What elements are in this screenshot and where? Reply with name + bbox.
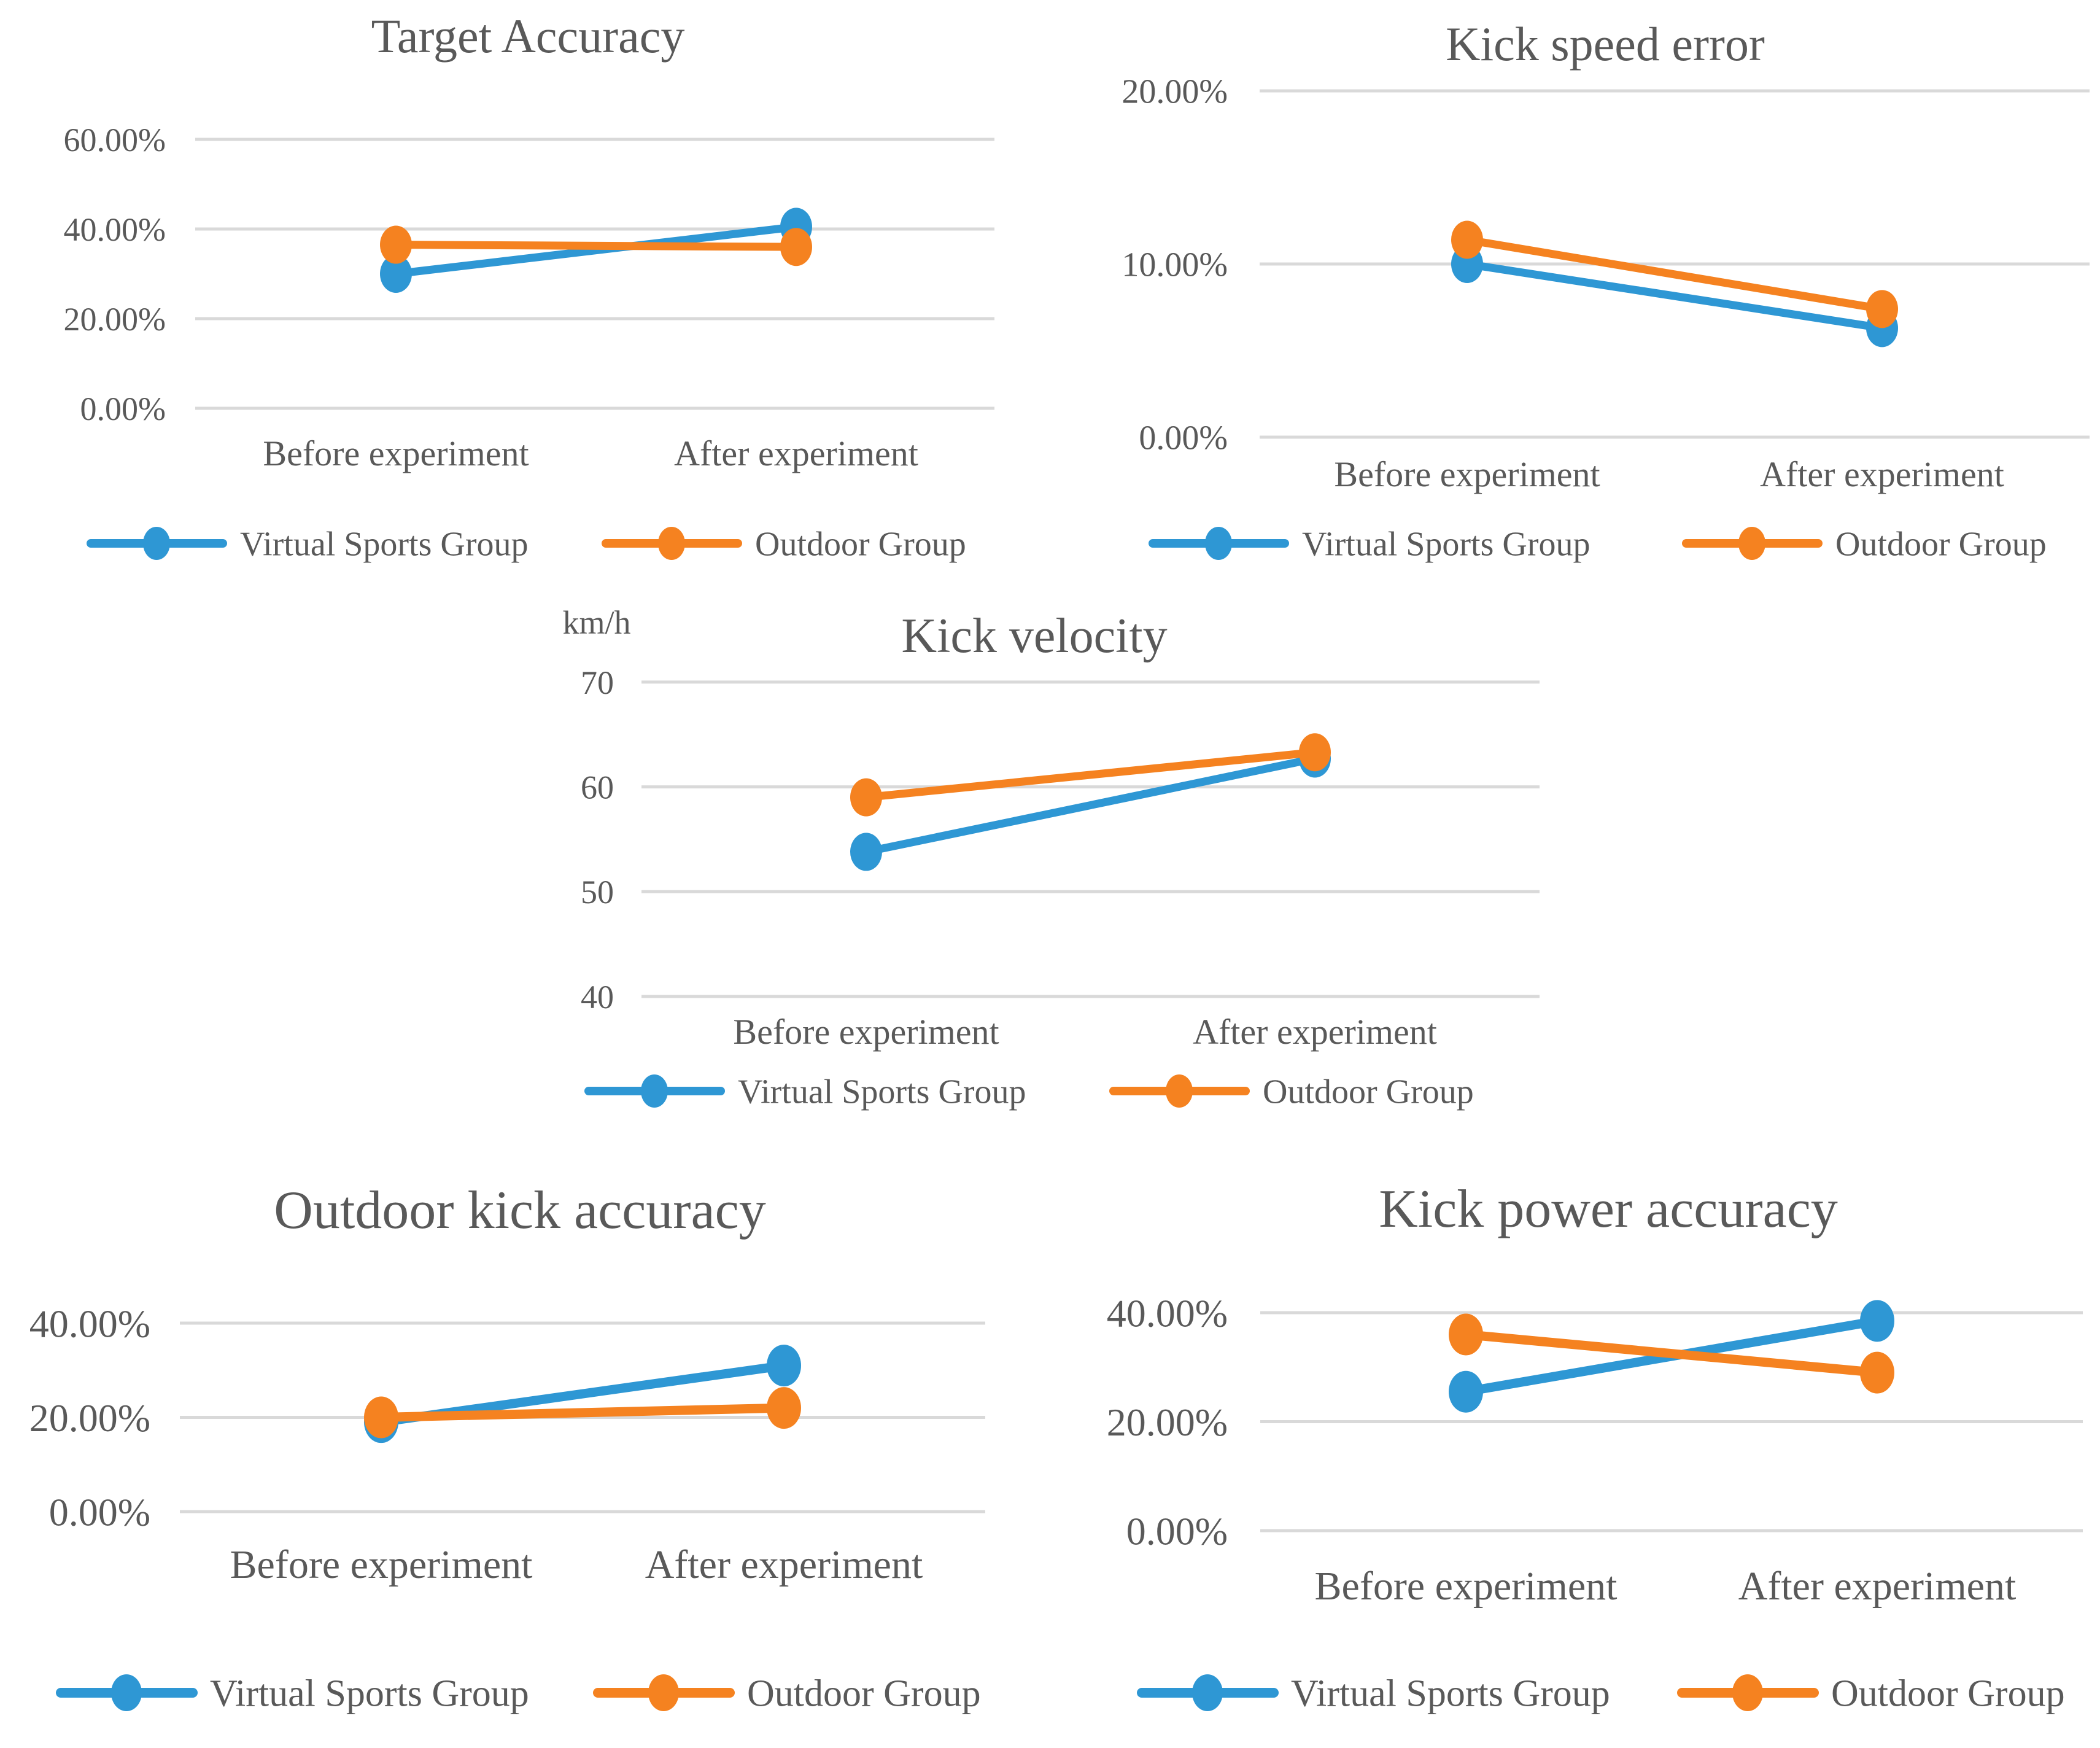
legend-marker-outdoor-group (1166, 1074, 1193, 1108)
legend-marker-outdoor-group (648, 1674, 679, 1711)
data-point-outdoor-group-before-experiment (1451, 220, 1483, 259)
data-point-outdoor-group-after-experiment (1299, 733, 1331, 772)
y-axis-tick-label: 20.00% (29, 1396, 150, 1440)
legend-marker-outdoor-group (1732, 1674, 1763, 1711)
x-axis-category-label: After experiment (1738, 1564, 2017, 1609)
y-axis-tick-label: 60 (581, 769, 614, 806)
series-line-outdoor-group (392, 241, 800, 251)
chart-kick-power-accuracy: Kick power accuracy 0.00% 20.00% 40.00% Bef… (1107, 1179, 2083, 1715)
series-line-virtual-sports-group (1463, 260, 1886, 332)
legend-label-outdoor-group: Outdoor Group (755, 526, 966, 564)
chart-kick-speed-error: Kick speed error 0.00% 10.00% 20.00% Before… (1122, 17, 2090, 564)
data-point-outdoor-group-before-experiment (364, 1396, 398, 1439)
series-line-outdoor-group (862, 748, 1319, 802)
data-point-virtual-sports-group-before-experiment (380, 255, 412, 293)
legend-label-outdoor-group: Outdoor Group (747, 1673, 981, 1715)
y-axis-tick-label: 70 (581, 664, 614, 701)
x-axis-category-label: After experiment (645, 1542, 923, 1587)
legend-label-virtual-sports-group: Virtual Sports Group (1302, 526, 1590, 564)
x-axis-category-label: After experiment (1760, 454, 2004, 494)
series-line-outdoor-group (376, 1403, 789, 1422)
y-axis-tick-label: 0.00% (1139, 419, 1228, 457)
y-axis-unit-label: km/h (562, 604, 630, 641)
chart-plot-area-target-accuracy: 0.00% 20.00% 40.00% 60.00% Before experiment… (64, 122, 994, 564)
chart-kick-velocity: Kick velocity km/h 40 50 60 70 Before experi… (562, 604, 1540, 1111)
series-line-virtual-sports-group (392, 222, 800, 278)
x-axis-category-label: After experiment (674, 433, 918, 473)
chart-plot-area-kick-power-accuracy: 0.00% 20.00% 40.00% Before experiment After … (1107, 1291, 2083, 1715)
legend-marker-outdoor-group (1738, 527, 1765, 560)
chart-title-outdoor-kick-accuracy: Outdoor kick accuracy (274, 1181, 765, 1240)
data-point-outdoor-group-after-experiment (780, 228, 812, 266)
y-axis-tick-label: 40.00% (1107, 1291, 1228, 1335)
y-axis-tick-label: 50 (581, 874, 614, 911)
legend-label-outdoor-group: Outdoor Group (1263, 1073, 1474, 1111)
legend-marker-outdoor-group (658, 527, 685, 560)
chart-target-accuracy: Target Accuracy 0.00% 20.00% 40.00% 60.00% B… (64, 9, 994, 564)
data-point-outdoor-group-after-experiment (767, 1387, 801, 1429)
x-axis-category-label: Before experiment (733, 1012, 999, 1052)
legend-label-virtual-sports-group: Virtual Sports Group (1291, 1673, 1610, 1715)
chart-title-target-accuracy: Target Accuracy (371, 9, 685, 63)
x-axis-category-label: Before experiment (263, 433, 529, 473)
chart-title-kick-power-accuracy: Kick power accuracy (1379, 1179, 1838, 1239)
data-point-outdoor-group-before-experiment (380, 225, 412, 264)
legend-marker-virtual-sports-group (111, 1674, 142, 1711)
series-line-outdoor-group (1463, 236, 1886, 313)
y-axis-tick-label: 40 (581, 979, 614, 1016)
x-axis-category-label: After experiment (1193, 1012, 1437, 1052)
y-axis-tick-label: 40.00% (29, 1302, 150, 1345)
legend-marker-virtual-sports-group (1205, 527, 1232, 560)
chart-plot-area-outdoor-kick-accuracy: 0.00% 20.00% 40.00% Before experiment After … (29, 1302, 985, 1715)
data-point-virtual-sports-group-after-experiment (1860, 1300, 1894, 1342)
y-axis-tick-label: 10.00% (1122, 246, 1228, 284)
data-point-virtual-sports-group-before-experiment (1449, 1370, 1483, 1413)
y-axis-tick-label: 0.00% (1126, 1509, 1228, 1553)
chart-outdoor-kick-accuracy: Outdoor kick accuracy 0.00% 20.00% 40.00% B… (29, 1181, 985, 1715)
data-point-outdoor-group-after-experiment (1866, 290, 1898, 328)
chart-plot-area-kick-velocity: 40 50 60 70 Before experiment After experimen… (581, 664, 1540, 1111)
legend-label-virtual-sports-group: Virtual Sports Group (240, 526, 529, 564)
y-axis-tick-label: 60.00% (64, 122, 166, 158)
chart-title-kick-speed-error: Kick speed error (1446, 17, 1765, 71)
y-axis-tick-label: 20.00% (1122, 73, 1228, 111)
y-axis-tick-label: 0.00% (80, 390, 166, 427)
data-point-outdoor-group-before-experiment (1449, 1313, 1483, 1356)
series-line-virtual-sports-group (862, 755, 1319, 856)
chart-plot-area-kick-speed-error: 0.00% 10.00% 20.00% Before experiment After … (1122, 73, 2090, 564)
legend-marker-virtual-sports-group (1192, 1674, 1223, 1711)
y-axis-tick-label: 20.00% (1107, 1400, 1228, 1444)
data-point-outdoor-group-after-experiment (1860, 1351, 1894, 1394)
series-line-outdoor-group (1461, 1330, 1882, 1378)
y-axis-tick-label: 20.00% (64, 301, 166, 338)
x-axis-category-label: Before experiment (1315, 1564, 1618, 1609)
legend-label-virtual-sports-group: Virtual Sports Group (210, 1673, 529, 1715)
x-axis-category-label: Before experiment (230, 1542, 533, 1587)
x-axis-category-label: Before experiment (1334, 454, 1600, 494)
data-point-virtual-sports-group-after-experiment (767, 1345, 801, 1387)
chart-title-kick-velocity: Kick velocity (901, 609, 1167, 663)
legend-label-outdoor-group: Outdoor Group (1835, 526, 2047, 564)
legend-marker-virtual-sports-group (143, 527, 170, 560)
legend-label-virtual-sports-group: Virtual Sports Group (738, 1073, 1026, 1111)
legend-marker-virtual-sports-group (641, 1074, 668, 1108)
y-axis-tick-label: 0.00% (49, 1490, 150, 1534)
data-point-outdoor-group-before-experiment (850, 778, 882, 817)
legend-label-outdoor-group: Outdoor Group (1831, 1673, 2065, 1715)
y-axis-tick-label: 40.00% (64, 211, 166, 248)
data-point-virtual-sports-group-before-experiment (850, 833, 882, 871)
